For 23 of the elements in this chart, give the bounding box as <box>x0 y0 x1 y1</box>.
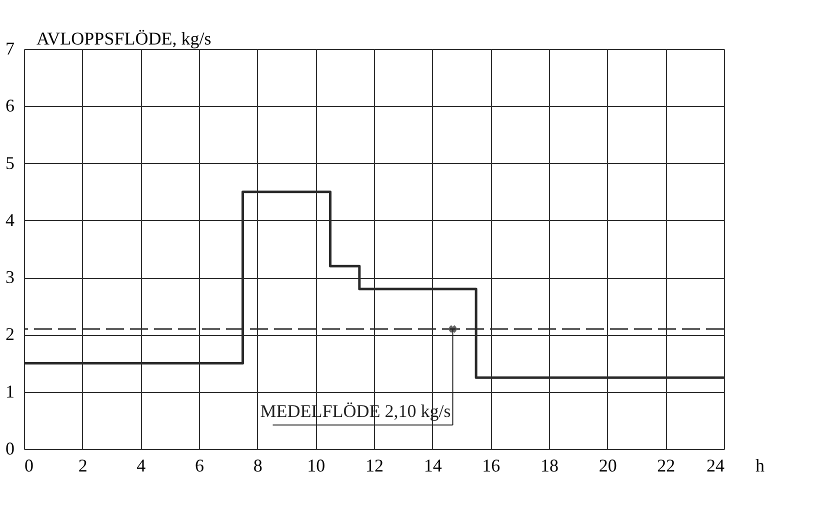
y-tick-label: 3 <box>6 267 14 288</box>
y-tick-label: 4 <box>6 210 14 230</box>
x-tick-label: 24 <box>706 456 724 476</box>
x-tick-label: 20 <box>598 456 617 476</box>
y-tick-label: 6 <box>6 96 14 116</box>
x-tick-label: 22 <box>657 456 676 476</box>
x-tick-label: 2 <box>78 456 88 476</box>
x-tick-label: 0 <box>24 456 34 476</box>
y-tick-label: 5 <box>6 152 14 173</box>
x-tick-label: 16 <box>482 456 500 476</box>
x-tick-label: 8 <box>253 456 262 476</box>
x-axis-title: h <box>756 456 764 476</box>
x-tick-label: 10 <box>307 456 326 476</box>
x-tick-label: 12 <box>366 456 384 476</box>
y-axis-title: AVLOPPSFLÖDE, kg/s <box>36 28 212 48</box>
y-tick-label: 7 <box>6 38 14 58</box>
y-tick-label: 1 <box>6 381 14 402</box>
x-tick-label: 4 <box>136 456 146 476</box>
x-tick-label: 18 <box>540 456 558 476</box>
y-tick-label: 2 <box>6 324 14 344</box>
x-tick-label: 14 <box>424 456 442 476</box>
y-tick-label: 0 <box>6 438 14 458</box>
x-tick-label: 6 <box>195 456 204 476</box>
